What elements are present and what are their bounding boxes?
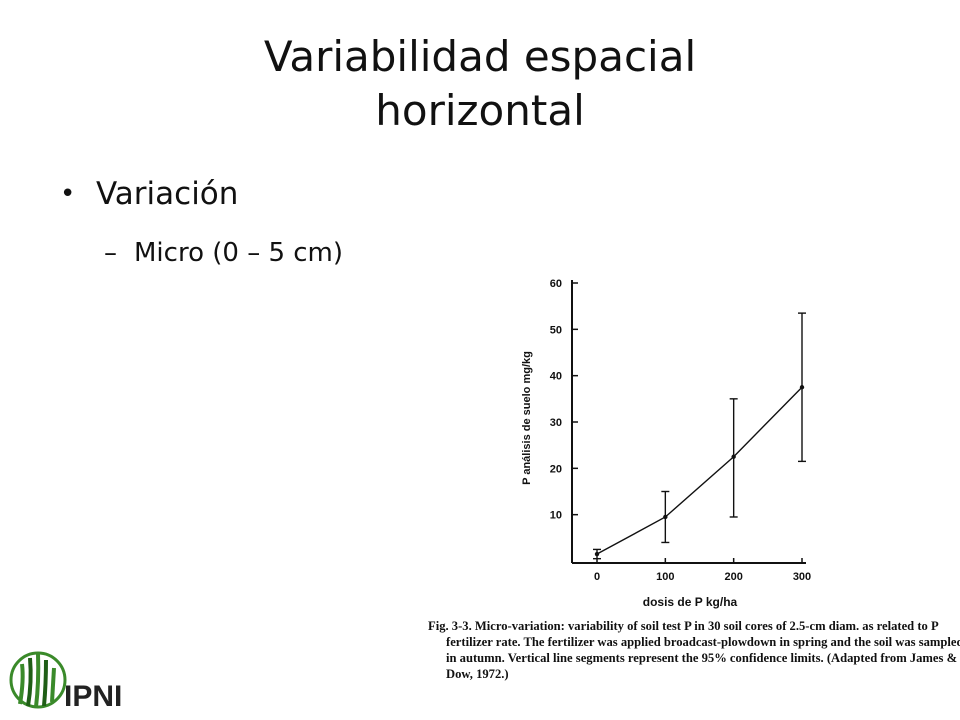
y-tick-label: 30 [550, 417, 562, 429]
bullet-variacion: • Variación [60, 176, 238, 212]
title-line-1: Variabilidad espacial [263, 32, 697, 81]
series-line [596, 386, 803, 555]
bullet-text: Variación [96, 176, 239, 212]
x-tick-label: 0 [594, 571, 600, 583]
title-line-2: horizontal [375, 86, 585, 135]
bullet-marker: • [60, 179, 76, 209]
data-point [663, 514, 668, 520]
x-tick-label: 100 [656, 571, 674, 583]
x-tick-label: 300 [793, 571, 811, 583]
y-tick-label: 50 [550, 324, 562, 336]
sub-bullet-micro: – Micro (0 – 5 cm) [104, 238, 343, 268]
y-tick-label: 20 [550, 463, 562, 475]
y-tick-label: 40 [550, 371, 562, 383]
x-tick-label: 200 [724, 571, 742, 583]
slide-title: Variabilidad espacial horizontal [0, 30, 960, 138]
chart-plot-area: 10 20 30 40 50 60 0 100 200 300 dosis de P kg/ha P … [521, 278, 811, 609]
figure-caption: Fig. 3-3. Micro-variation: variability o… [428, 619, 960, 681]
x-axis-label: dosis de P kg/ha [643, 595, 738, 609]
ipni-logo: IPNI [6, 642, 136, 720]
sub-bullet-text: Micro (0 – 5 cm) [134, 238, 344, 268]
y-tick-label: 60 [550, 278, 562, 290]
sub-bullet-marker: – [104, 238, 117, 268]
logo-text: IPNI [64, 680, 122, 713]
y-tick-label: 10 [550, 510, 562, 522]
data-point [731, 454, 736, 459]
data-point [799, 385, 805, 390]
ipni-logo-icon: IPNI [9, 651, 122, 713]
y-axis-label: P análisis de suelo mg/kg [521, 351, 533, 485]
data-point [594, 551, 600, 557]
